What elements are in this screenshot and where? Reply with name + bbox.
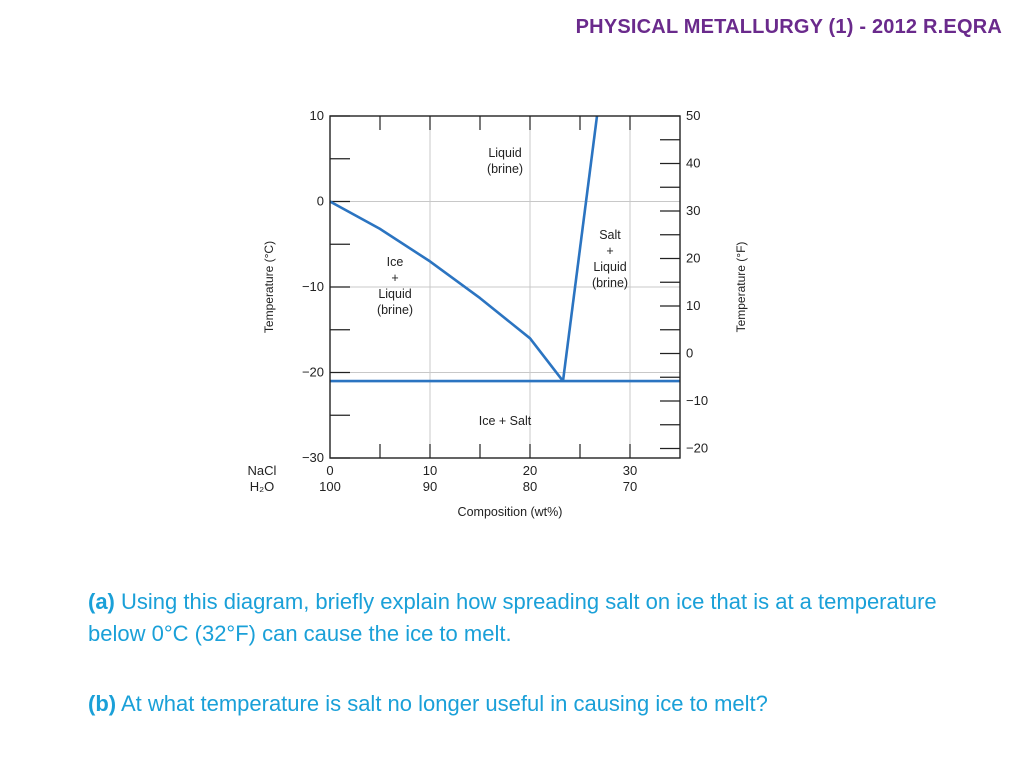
region-label-ice-salt: Ice + Salt (479, 414, 532, 428)
y-left-tick-label: 0 (317, 194, 324, 209)
plot-frame (329, 115, 681, 459)
y-right-tick-label: −20 (686, 441, 708, 456)
region-label-ice-liquid: Ice (387, 255, 404, 269)
curves-layer (329, 115, 680, 383)
liquidus-ice-line (329, 200, 565, 382)
question-a-label: (a) (88, 589, 115, 614)
region-label-ice-liquid: (brine) (377, 303, 413, 317)
region-label-salt-liquid: (brine) (592, 276, 628, 290)
y-left-tick-label: −20 (302, 365, 324, 380)
liquidus-salt-line (561, 115, 599, 382)
x-tick-label-nacl: 10 (423, 463, 437, 478)
y-left-tick-label: −30 (302, 450, 324, 465)
question-a: (a) Using this diagram, briefly explain … (88, 586, 948, 650)
x-tick-label-nacl: 20 (523, 463, 537, 478)
plot-frame-rect (329, 115, 681, 459)
x-tick-label-nacl: 30 (623, 463, 637, 478)
y-right-tick-label: 0 (686, 346, 693, 361)
region-label-ice-liquid: + (391, 271, 398, 285)
question-b: (b) At what temperature is salt no longe… (88, 688, 948, 720)
region-label-liquid: (brine) (487, 162, 523, 176)
y-left-axis-title: Temperature (°C) (262, 241, 276, 333)
region-label-salt-liquid: Salt (599, 228, 621, 242)
component-label-nacl: NaCl (248, 463, 277, 478)
grid-layer (330, 116, 680, 458)
question-a-text: Using this diagram, briefly explain how … (88, 589, 937, 646)
y-right-tick-label: −10 (686, 393, 708, 408)
question-b-text: At what temperature is salt no longer us… (116, 691, 768, 716)
region-label-liquid: Liquid (488, 146, 521, 160)
x-tick-label-h2o: 100 (319, 479, 341, 494)
y-right-tick-label: 10 (686, 298, 700, 313)
region-label-salt-liquid: Liquid (593, 260, 626, 274)
phase-diagram-chart: 100−10−20−3050403020100−10−2001001090208… (248, 108, 748, 519)
question-b-label: (b) (88, 691, 117, 716)
x-tick-label-nacl: 0 (326, 463, 333, 478)
component-label-h2o: H₂O (250, 479, 275, 494)
ticks-layer (330, 115, 680, 459)
region-label-ice-liquid: Liquid (378, 287, 411, 301)
x-axis-title: Composition (wt%) (458, 505, 563, 519)
y-left-tick-label: 10 (310, 108, 324, 123)
y-right-axis-title: Temperature (°F) (734, 242, 748, 333)
y-right-tick-label: 40 (686, 156, 700, 171)
slide-header: PHYSICAL METALLURGY (1) - 2012 R.EQRA (575, 16, 1002, 38)
y-right-tick-label: 20 (686, 251, 700, 266)
x-tick-label-h2o: 80 (523, 479, 537, 494)
y-right-tick-label: 50 (686, 108, 700, 123)
labels-layer: 100−10−20−3050403020100−10−2001001090208… (248, 108, 748, 519)
y-left-tick-label: −10 (302, 279, 324, 294)
x-tick-label-h2o: 90 (423, 479, 437, 494)
x-tick-label-h2o: 70 (623, 479, 637, 494)
y-right-tick-label: 30 (686, 203, 700, 218)
region-label-salt-liquid: + (606, 244, 613, 258)
